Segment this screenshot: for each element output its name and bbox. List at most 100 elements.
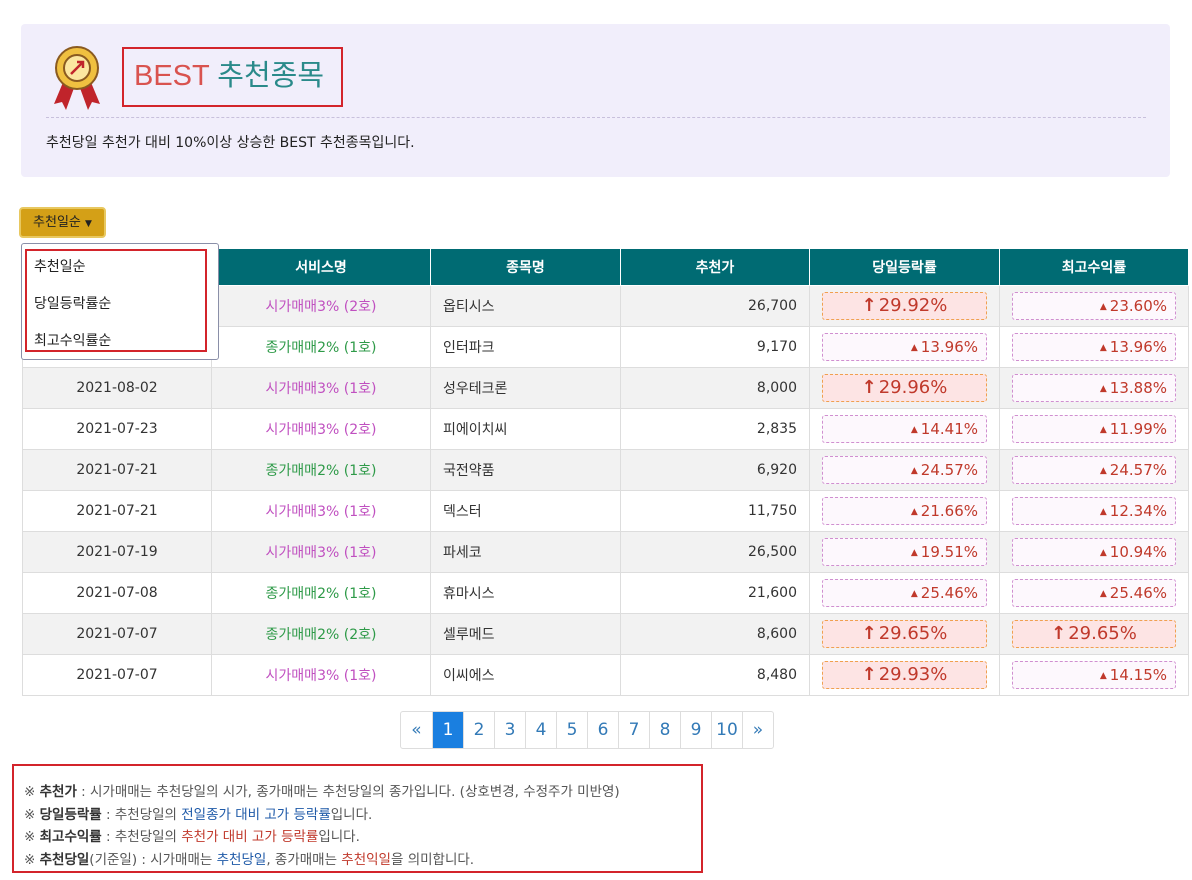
- page-link[interactable]: »: [742, 712, 773, 748]
- description: 추천당일 추천가 대비 10%이상 상승한 BEST 추천종목입니다.: [46, 135, 415, 151]
- service-cell: 종가매매2% (1호): [211, 572, 431, 614]
- note-text: ※: [24, 851, 40, 868]
- rate-box: ▲ 14.41%: [822, 415, 987, 443]
- table-row: 2021-07-08 종가매매2% (1호) 휴마시스 21,600 ▲ 25.46% ▲ 2…: [22, 572, 1189, 614]
- date-cell: 2021-07-07: [22, 613, 212, 655]
- page-link[interactable]: 2: [463, 712, 494, 748]
- arrow-icon: ↑: [861, 295, 877, 316]
- price: 8,600: [620, 613, 810, 655]
- service[interactable]: 종가매매2% (1호): [265, 340, 377, 356]
- rate-value: 14.41%: [920, 420, 978, 438]
- service-cell: 종가매매2% (1호): [211, 326, 431, 368]
- rate-value: 11.99%: [1109, 420, 1167, 438]
- page-link[interactable]: «: [411, 720, 422, 740]
- medal-icon: [54, 46, 100, 110]
- service[interactable]: 시가매매3% (2호): [265, 299, 377, 315]
- stock-name[interactable]: 휴마시스: [430, 572, 621, 614]
- header-cell: 서비스명: [211, 248, 431, 286]
- rate-value: 29.96%: [878, 377, 948, 398]
- notes: ※ 추천가 : 시가매매는 추천당일의 시가, 종가매매는 추천당일의 종가입니…: [12, 764, 703, 873]
- page-link[interactable]: 9: [680, 712, 711, 748]
- note-line: ※ 추천당일(기준일) : 시가매매는 추천당일, 종가매매는 추천익일을 의미…: [24, 848, 691, 871]
- rate-box: ▲ 13.96%: [822, 333, 987, 361]
- service[interactable]: 시가매매3% (2호): [265, 422, 377, 438]
- date-cell: 2021-07-21: [22, 449, 212, 491]
- day-rate-cell: ↑ 29.93%: [809, 654, 1000, 696]
- stock-name[interactable]: 인터파크: [430, 326, 621, 368]
- service[interactable]: 시가매매3% (1호): [265, 545, 377, 561]
- page-link[interactable]: 6: [587, 712, 618, 748]
- day-rate-cell: ▲ 21.66%: [809, 490, 1000, 532]
- page-link[interactable]: 1: [432, 712, 463, 748]
- service[interactable]: 종가매매2% (1호): [265, 463, 377, 479]
- max-rate-cell: ▲ 11.99%: [999, 408, 1189, 450]
- note-text: (기준일) : 시가매매는: [89, 851, 217, 868]
- arrow-icon: ▲: [1099, 548, 1107, 558]
- sort-label: 추천일순: [33, 215, 81, 230]
- arrow-icon: ▲: [910, 466, 918, 476]
- arrow-icon: ▲: [1099, 589, 1107, 599]
- rate-value: 23.60%: [1109, 297, 1167, 315]
- note-text: 전일종가 대비 고가 등락률: [181, 806, 331, 823]
- date: 2021-07-07: [76, 626, 158, 642]
- service[interactable]: 종가매매2% (2호): [265, 627, 377, 643]
- stock-name[interactable]: 이씨에스: [430, 654, 621, 696]
- rate-box: ▲ 12.34%: [1012, 497, 1176, 525]
- stock-name[interactable]: 덱스터: [430, 490, 621, 532]
- service[interactable]: 시가매매3% (1호): [265, 504, 377, 520]
- rate-box: ▲ 10.94%: [1012, 538, 1176, 566]
- date: 2021-07-21: [76, 462, 158, 478]
- dropdown-item[interactable]: 추천일순: [34, 259, 86, 275]
- arrow-icon: ▲: [1099, 425, 1107, 435]
- note-text: : 추천당일의: [101, 829, 182, 845]
- stock-name[interactable]: 셀루메드: [430, 613, 621, 655]
- page-link[interactable]: 5: [556, 712, 587, 748]
- rate-box: ▲ 25.46%: [1012, 579, 1176, 607]
- dropdown-item[interactable]: 최고수익률순: [34, 333, 112, 349]
- note-text: 추천가 대비 고가 등락률: [181, 829, 319, 845]
- page-link[interactable]: 4: [525, 712, 556, 748]
- rate-box: ↑ 29.93%: [822, 661, 987, 689]
- page-link[interactable]: 10: [711, 712, 742, 748]
- service[interactable]: 시가매매3% (1호): [265, 381, 377, 397]
- stock-name[interactable]: 피에이치씨: [430, 408, 621, 450]
- service-cell: 시가매매3% (2호): [211, 408, 431, 450]
- sort-button[interactable]: 추천일순 ▼: [19, 207, 106, 238]
- service[interactable]: 시가매매3% (1호): [265, 668, 377, 684]
- page-link[interactable]: 3: [494, 712, 525, 748]
- rate-box: ▲ 24.57%: [822, 456, 987, 484]
- service-cell: 시가매매3% (1호): [211, 654, 431, 696]
- rate-value: 19.51%: [920, 543, 978, 561]
- stock-name[interactable]: 옵티시스: [430, 285, 621, 327]
- rate-box: ▲ 21.66%: [822, 497, 987, 525]
- date-cell: 2021-07-19: [22, 531, 212, 573]
- note-text: 최고수익률: [39, 829, 102, 845]
- date: 2021-07-21: [76, 503, 158, 519]
- day-rate-cell: ▲ 24.57%: [809, 449, 1000, 491]
- service[interactable]: 종가매매2% (1호): [265, 586, 377, 602]
- table-row: 2021-07-07 종가매매2% (2호) 셀루메드 8,600 ↑ 29.65% ↑ 29…: [22, 613, 1189, 655]
- divider: [46, 117, 1146, 118]
- pagination: « 1 2 3 4 5 6 7 8 9 10»: [400, 711, 774, 749]
- service-cell: 종가매매2% (2호): [211, 613, 431, 655]
- dropdown-item[interactable]: 당일등락률순: [34, 296, 112, 312]
- stock-name[interactable]: 국전약품: [430, 449, 621, 491]
- arrow-icon: ▲: [1099, 384, 1107, 394]
- note-text: , 종가매매는: [266, 851, 342, 868]
- max-rate-cell: ▲ 13.88%: [999, 367, 1189, 409]
- rate-box: ▲ 24.57%: [1012, 456, 1176, 484]
- table-body: 시가매매3% (2호) 옵티시스 26,700 ↑ 29.92% ▲ 23.60% 종가매매2…: [22, 285, 1189, 696]
- table-row: 2021-07-21 시가매매3% (1호) 덱스터 11,750 ▲ 21.66% ▲ 12…: [22, 490, 1189, 532]
- title: BEST 추천종목: [134, 56, 324, 96]
- stock-name[interactable]: 파세코: [430, 531, 621, 573]
- arrow-icon: ▲: [910, 589, 918, 599]
- table-row: 2021-07-07 시가매매3% (1호) 이씨에스 8,480 ↑ 29.93% ▲ 14…: [22, 654, 1189, 696]
- stock-name[interactable]: 성우테크론: [430, 367, 621, 409]
- page-link[interactable]: 7: [618, 712, 649, 748]
- max-rate-cell: ▲ 12.34%: [999, 490, 1189, 532]
- rate-value: 29.65%: [1068, 623, 1137, 644]
- note-line: ※ 당일등락률 : 추천당일의 전일종가 대비 고가 등락률입니다.: [24, 803, 691, 826]
- arrow-icon: ↑: [1051, 623, 1067, 644]
- price: 26,500: [620, 531, 810, 573]
- page-link[interactable]: 8: [649, 712, 680, 748]
